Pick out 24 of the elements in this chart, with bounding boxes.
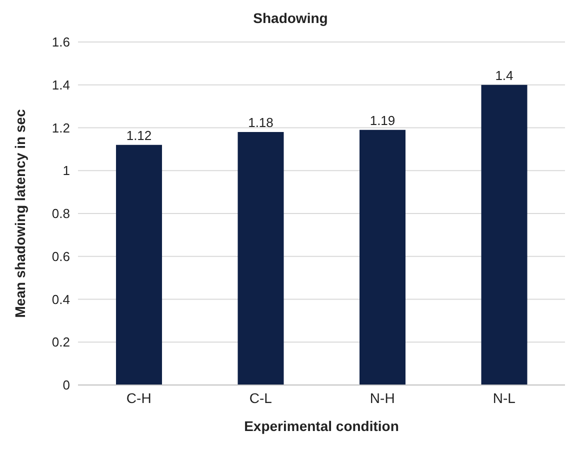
y-tick-label: 0.4 (52, 292, 70, 307)
y-tick-label: 0.8 (52, 206, 70, 222)
x-tick-label: N-L (492, 390, 516, 406)
x-tick-label: C-H (126, 390, 152, 406)
y-tick-label: 1.6 (52, 34, 70, 50)
data-label: 1.4 (495, 68, 514, 83)
y-tick-label: 1.2 (52, 120, 70, 136)
x-tick-label: N-H (370, 390, 395, 406)
y-tick-label: 0.6 (52, 248, 70, 264)
bar (116, 144, 162, 385)
bar (238, 132, 284, 385)
y-tick-label: 0 (62, 378, 70, 393)
y-tick-label: 1.4 (52, 77, 70, 92)
y-tick-label: 1 (62, 163, 70, 178)
y-tick-label: 0.2 (52, 334, 70, 350)
y-axis-title: Mean shadowing latency in sec (12, 109, 28, 318)
chart-title: Shadowing (252, 10, 329, 26)
data-label: 1.12 (126, 128, 152, 143)
x-axis-title: Experimental condition (244, 418, 399, 434)
bar (481, 84, 528, 385)
data-label: 1.19 (370, 112, 396, 128)
data-label: 1.18 (248, 115, 274, 130)
bar (360, 130, 406, 385)
x-tick-label: C-L (249, 390, 272, 406)
